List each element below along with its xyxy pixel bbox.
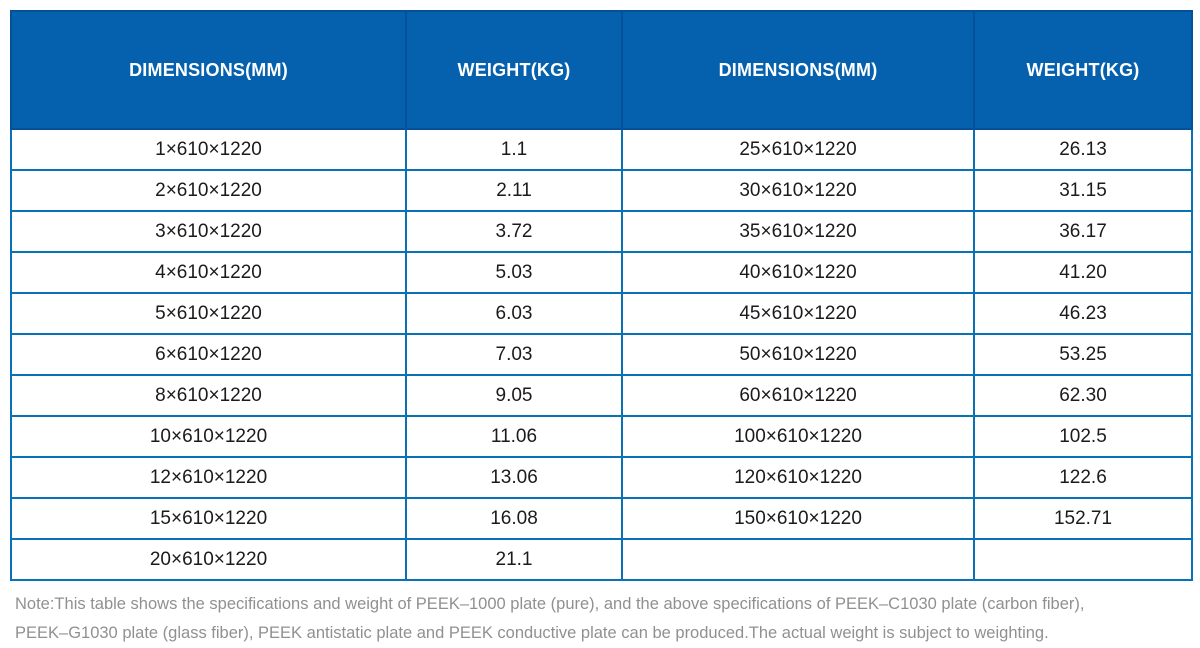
weight-cell: 122.6 <box>973 456 1193 499</box>
dimensions-cell: 25×610×1220 <box>621 128 975 171</box>
table-row: 1×610×1220 1.1 25×610×1220 26.13 <box>10 128 1193 171</box>
weight-cell: 7.03 <box>405 333 623 376</box>
weight-cell: 102.5 <box>973 415 1193 458</box>
weight-cell: 21.1 <box>405 538 623 581</box>
weight-cell: 46.23 <box>973 292 1193 335</box>
note-line-2: PEEK–G1030 plate (glass fiber), PEEK ant… <box>15 624 1049 642</box>
weight-cell: 62.30 <box>973 374 1193 417</box>
dimensions-cell: 3×610×1220 <box>10 210 407 253</box>
dimensions-cell: 150×610×1220 <box>621 497 975 540</box>
column-header-dimensions-left: DIMENSIONS(MM) <box>10 10 407 130</box>
weight-cell: 53.25 <box>973 333 1193 376</box>
dimensions-cell: 35×610×1220 <box>621 210 975 253</box>
column-header-dimensions-right: DIMENSIONS(MM) <box>621 10 975 130</box>
dimensions-cell: 1×610×1220 <box>10 128 407 171</box>
weight-cell: 3.72 <box>405 210 623 253</box>
dimensions-cell: 20×610×1220 <box>10 538 407 581</box>
spec-table: DIMENSIONS(MM) WEIGHT(KG) DIMENSIONS(MM)… <box>10 10 1193 581</box>
note-line-1: Note:This table shows the specifications… <box>15 595 1085 613</box>
dimensions-cell: 100×610×1220 <box>621 415 975 458</box>
weight-cell: 1.1 <box>405 128 623 171</box>
dimensions-cell: 4×610×1220 <box>10 251 407 294</box>
weight-cell <box>973 538 1193 581</box>
weight-cell: 13.06 <box>405 456 623 499</box>
dimensions-cell: 6×610×1220 <box>10 333 407 376</box>
weight-cell: 41.20 <box>973 251 1193 294</box>
weight-cell: 9.05 <box>405 374 623 417</box>
table-row: 5×610×1220 6.03 45×610×1220 46.23 <box>10 292 1193 335</box>
table-row: 15×610×1220 16.08 150×610×1220 152.71 <box>10 497 1193 540</box>
table-note: Note:This table shows the specifications… <box>15 590 1191 648</box>
weight-cell: 5.03 <box>405 251 623 294</box>
dimensions-cell: 50×610×1220 <box>621 333 975 376</box>
table-row: 2×610×1220 2.11 30×610×1220 31.15 <box>10 169 1193 212</box>
table-row: 20×610×1220 21.1 <box>10 538 1193 581</box>
table-row: 6×610×1220 7.03 50×610×1220 53.25 <box>10 333 1193 376</box>
dimensions-cell: 120×610×1220 <box>621 456 975 499</box>
table-row: 12×610×1220 13.06 120×610×1220 122.6 <box>10 456 1193 499</box>
column-header-weight-left: WEIGHT(KG) <box>405 10 623 130</box>
column-header-weight-right: WEIGHT(KG) <box>973 10 1193 130</box>
dimensions-cell: 10×610×1220 <box>10 415 407 458</box>
dimensions-cell: 30×610×1220 <box>621 169 975 212</box>
dimensions-cell: 12×610×1220 <box>10 456 407 499</box>
weight-cell: 36.17 <box>973 210 1193 253</box>
dimensions-cell: 45×610×1220 <box>621 292 975 335</box>
weight-cell: 11.06 <box>405 415 623 458</box>
weight-cell: 152.71 <box>973 497 1193 540</box>
dimensions-cell: 2×610×1220 <box>10 169 407 212</box>
table-row: 10×610×1220 11.06 100×610×1220 102.5 <box>10 415 1193 458</box>
weight-cell: 31.15 <box>973 169 1193 212</box>
dimensions-cell: 5×610×1220 <box>10 292 407 335</box>
dimensions-cell: 8×610×1220 <box>10 374 407 417</box>
dimensions-cell: 15×610×1220 <box>10 497 407 540</box>
table-row: 4×610×1220 5.03 40×610×1220 41.20 <box>10 251 1193 294</box>
table-row: 8×610×1220 9.05 60×610×1220 62.30 <box>10 374 1193 417</box>
weight-cell: 6.03 <box>405 292 623 335</box>
dimensions-cell <box>621 538 975 581</box>
dimensions-cell: 40×610×1220 <box>621 251 975 294</box>
table-row: 3×610×1220 3.72 35×610×1220 36.17 <box>10 210 1193 253</box>
weight-cell: 2.11 <box>405 169 623 212</box>
table-header-row: DIMENSIONS(MM) WEIGHT(KG) DIMENSIONS(MM)… <box>10 10 1193 130</box>
weight-cell: 16.08 <box>405 497 623 540</box>
dimensions-cell: 60×610×1220 <box>621 374 975 417</box>
weight-cell: 26.13 <box>973 128 1193 171</box>
